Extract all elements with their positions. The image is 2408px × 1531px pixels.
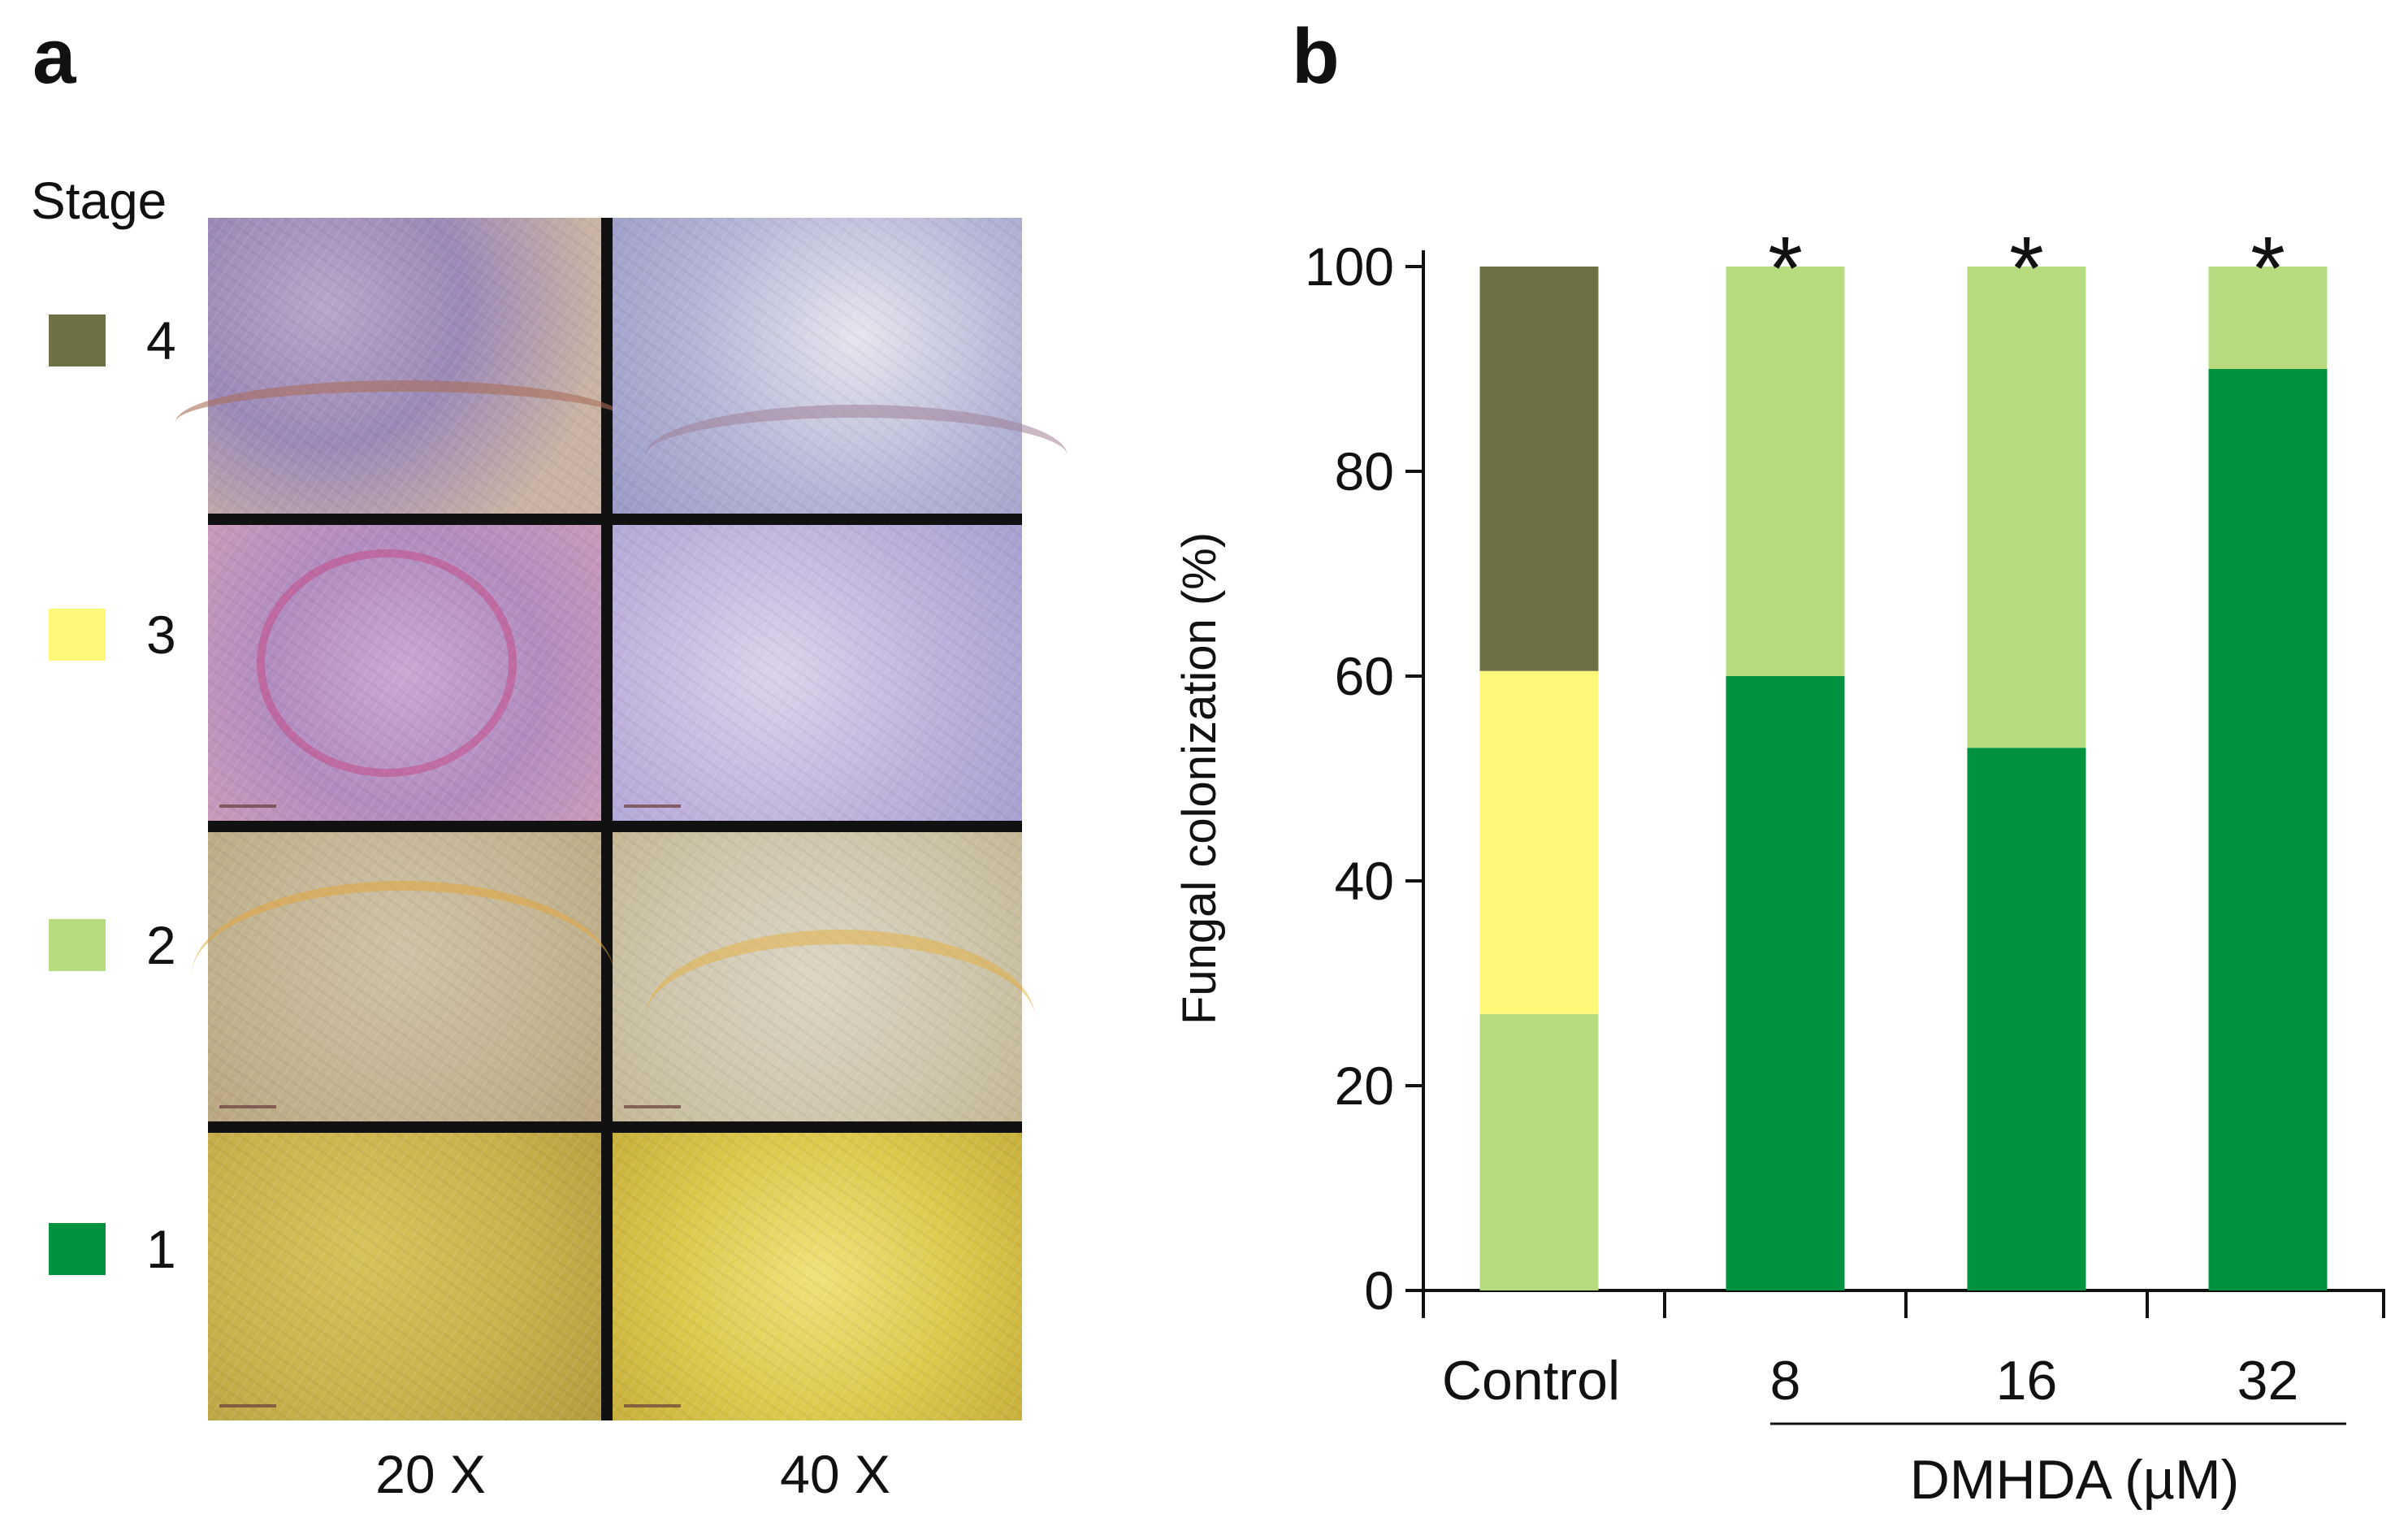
x-label-16: 16 [1996,1350,2058,1412]
bar-8-stage-1 [1726,676,1845,1290]
bar-16-stage-1 [1967,748,2086,1290]
micrograph-stage1-40x [613,1133,1022,1420]
significance-8: * [1768,219,1803,319]
micrograph-stage1-20x [208,1133,601,1420]
micrograph-stage3-20x [208,525,601,821]
legend-swatch [49,609,106,661]
bar-Control-stage-4 [1479,267,1599,671]
legend-item-stage-3: 3 [49,605,176,665]
x-label-32: 32 [2237,1350,2299,1412]
significance-16: * [2009,219,2044,319]
magnification-20x-label: 20 X [375,1444,486,1504]
magnification-40x-label: 40 X [780,1444,890,1504]
micrograph-stage2-40x [613,832,1035,1121]
legend-swatch [49,1223,106,1275]
y-tick-label: 0 [1364,1260,1394,1321]
legend-item-stage-4: 4 [49,310,176,371]
micrograph-stage3-40x [613,525,1022,821]
y-tick-label: 60 [1335,646,1394,706]
legend-label: 4 [146,310,176,371]
bar-16-stage-2 [1967,267,2086,748]
legend-label: 3 [146,605,176,665]
bar-32-stage-1 [2208,369,2328,1290]
micrograph-grid [175,218,1068,1420]
micrograph-stage4-40x [613,218,1068,514]
y-tick-label: 100 [1305,236,1394,297]
significance-32: * [2250,219,2285,319]
y-tick-label: 80 [1335,441,1394,501]
legend-swatch [49,314,106,366]
micrograph-stage4-20x [175,218,630,514]
x-group-label: DMHDA (µM) [1910,1449,2240,1511]
bar-Control-stage-3 [1479,670,1599,1014]
legend-label: 2 [146,915,176,975]
x-label-Control: Control [1442,1350,1620,1412]
legend-item-stage-2: 2 [49,915,176,975]
legend-label: 1 [146,1219,176,1279]
x-label-8: 8 [1770,1350,1801,1412]
bar-Control-stage-2 [1479,1013,1599,1290]
y-axis-title: Fungal colonization (%) [1173,532,1226,1025]
bar-8-stage-2 [1726,267,1845,676]
legend-swatch [49,919,106,971]
y-tick-label: 20 [1335,1056,1394,1116]
bar-32-stage-2 [2208,267,2328,369]
panel-b-letter: b [1292,13,1340,100]
legend-item-stage-1: 1 [49,1219,176,1279]
micrograph-stage2-20x [192,832,614,1121]
panel-a-letter: a [32,13,76,100]
y-tick-label: 40 [1335,851,1394,911]
legend-title: Stage [31,171,167,230]
stacked-bar-chart: 0 20 40 60 80 100 Fungal colonization (%) Contr… [1173,219,2385,1511]
